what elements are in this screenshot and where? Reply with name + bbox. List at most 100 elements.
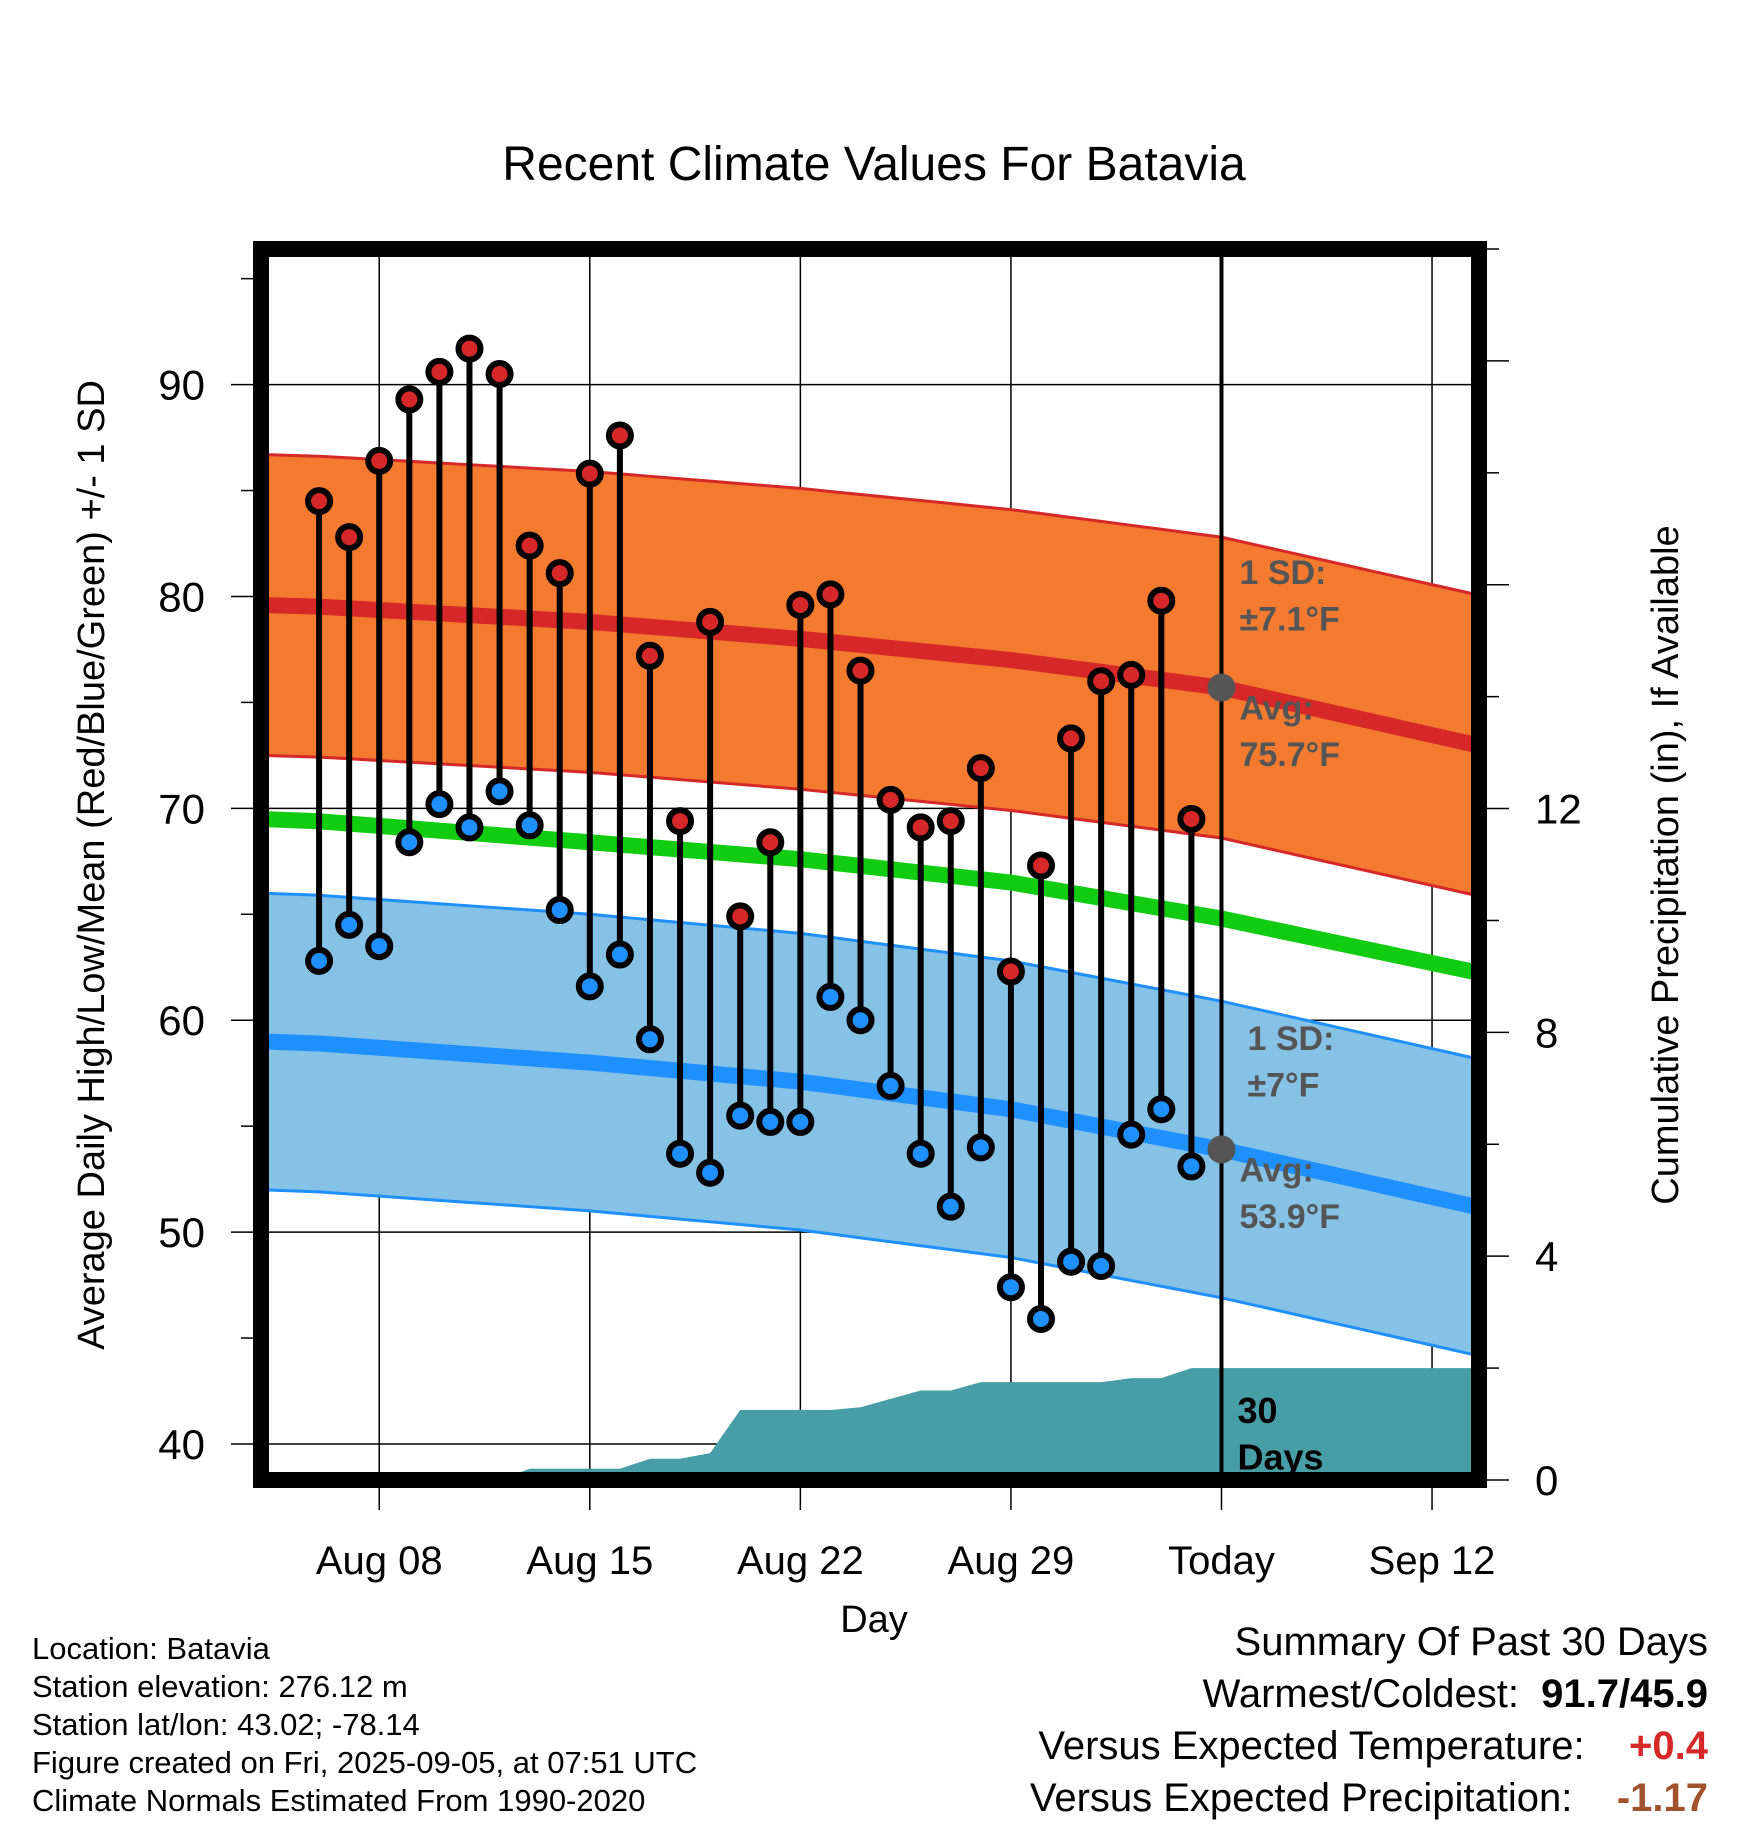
- daily-high-point: [575, 459, 604, 488]
- summary-precip-label: Versus Expected Precipitation:: [1029, 1776, 1573, 1820]
- daily-high-point: [756, 828, 785, 857]
- daily-high-point: [1057, 724, 1086, 753]
- daily-low-point: [936, 1192, 965, 1221]
- daily-low-point: [335, 910, 364, 939]
- precip-label-days: Days: [1237, 1436, 1323, 1477]
- summary-heading: Summary Of Past 30 Days: [1234, 1620, 1708, 1664]
- daily-low-point: [1087, 1252, 1116, 1281]
- low-sd-label: 1 SD:: [1247, 1020, 1334, 1058]
- precip-label-30: 30: [1237, 1390, 1277, 1431]
- x-tick-label: Sep 12: [1369, 1539, 1496, 1583]
- summary-temp-value: +0.4: [1629, 1724, 1708, 1768]
- low-sd-band-upper-edge: [261, 891, 1479, 1069]
- y-tick-label: 40: [158, 1421, 205, 1468]
- daily-high-point: [666, 807, 695, 836]
- y-right-tick-label: 8: [1535, 1009, 1558, 1056]
- x-tick-label: Aug 08: [316, 1539, 443, 1583]
- daily-low-point: [545, 896, 574, 925]
- daily-high-point: [1177, 804, 1206, 833]
- footer-elevation: Station elevation: 276.12 m: [32, 1669, 408, 1704]
- daily-high-point: [395, 385, 424, 414]
- daily-low-point: [1177, 1152, 1206, 1181]
- plot-clip-group: 1 SD: ±7.1°F Avg: 75.7°F 1 SD: ±7°F Avg: 53.9°F…: [261, 249, 1479, 1480]
- daily-low-point: [395, 828, 424, 857]
- x-tick-label: Aug 22: [737, 1539, 864, 1583]
- daily-low-point: [425, 790, 454, 819]
- summary-precip-value: -1.17: [1616, 1776, 1708, 1820]
- daily-high-point: [1147, 586, 1176, 615]
- daily-high-point: [485, 360, 514, 389]
- daily-low-point: [605, 940, 634, 969]
- plot-frame: [253, 241, 1487, 1488]
- summary-precip: Versus Expected Precipitation: -1.17: [1030, 1776, 1708, 1821]
- daily-low-point: [756, 1107, 785, 1136]
- daily-low-point: [966, 1133, 995, 1162]
- footer-created: Figure created on Fri, 2025-09-05, at 07…: [32, 1745, 698, 1780]
- high-sd-band-lower-edge: [261, 753, 1479, 906]
- daily-low-point: [876, 1071, 905, 1100]
- daily-low-point: [816, 982, 845, 1011]
- daily-high-point: [605, 421, 634, 450]
- daily-high-point: [876, 785, 905, 814]
- daily-low-point: [575, 972, 604, 1001]
- daily-high-point: [365, 446, 394, 475]
- low-avg-value: 53.9°F: [1239, 1198, 1340, 1236]
- low-sd-value: ±7°F: [1247, 1067, 1319, 1105]
- y-right-axis-label: Cumulative Precipitation (in), If Availa…: [1645, 525, 1687, 1204]
- daily-low-point: [1147, 1095, 1176, 1124]
- normal-mean-line: [261, 810, 1479, 983]
- x-axis-label: Day: [840, 1599, 908, 1641]
- daily-low-point: [696, 1158, 725, 1187]
- daily-low-point: [305, 946, 334, 975]
- x-tick-label: Aug 15: [526, 1539, 653, 1583]
- normal-low-line: [261, 1033, 1479, 1218]
- summary-temp: Versus Expected Temperature: +0.4: [1038, 1724, 1708, 1769]
- daily-high-point: [545, 559, 574, 588]
- daily-high-point: [335, 523, 364, 552]
- y-right-tick-label: 0: [1535, 1457, 1558, 1504]
- low-sd-band: [261, 893, 1479, 1366]
- precip-area: [261, 1368, 1479, 1480]
- normal-high-line: [261, 596, 1479, 756]
- axes: 40 50 60 70 80 90 0 4 8 12 Aug 08 Aug 15 Aug 22 Aug 2…: [158, 241, 1582, 1583]
- daily-low-point: [786, 1107, 815, 1136]
- daily-high-point: [906, 813, 935, 842]
- high-sd-label: 1 SD:: [1239, 554, 1326, 592]
- daily-high-point: [726, 902, 755, 931]
- x-tick-label: Aug 29: [948, 1539, 1075, 1583]
- daily-high-point: [305, 487, 334, 516]
- daily-low-point: [846, 1006, 875, 1035]
- daily-low-point: [485, 777, 514, 806]
- high-sd-band-upper-edge: [261, 453, 1479, 605]
- daily-low-point: [906, 1139, 935, 1168]
- daily-high-point: [996, 957, 1025, 986]
- daily-low-point: [515, 811, 544, 840]
- summary-temp-label: Versus Expected Temperature:: [1038, 1724, 1585, 1768]
- daily-low-point: [635, 1025, 664, 1054]
- chart-title: Recent Climate Values For Batavia: [502, 138, 1246, 191]
- low-avg-label: Avg:: [1239, 1151, 1313, 1189]
- daily-low-point: [996, 1273, 1025, 1302]
- daily-high-point: [1027, 851, 1055, 880]
- high-avg-label: Avg:: [1239, 689, 1313, 727]
- daily-low-point: [1027, 1304, 1055, 1333]
- daily-high-point: [696, 607, 725, 636]
- summary-warm-cold: Warmest/Coldest: 91.7/45.9: [1203, 1672, 1708, 1717]
- summary-warm-cold-value: 91.7/45.9: [1541, 1672, 1708, 1716]
- high-avg-value: 75.7°F: [1239, 736, 1340, 774]
- y-right-tick-label: 12: [1535, 786, 1582, 833]
- today-high-normal-marker: [1207, 673, 1236, 702]
- daily-high-point: [515, 531, 544, 560]
- daily-high-point: [846, 656, 875, 685]
- daily-high-point: [455, 334, 484, 363]
- daily-high-point: [1087, 667, 1116, 696]
- daily-low-point: [455, 813, 484, 842]
- summary-warm-cold-label: Warmest/Coldest:: [1202, 1672, 1519, 1716]
- y-tick-label: 60: [158, 997, 205, 1044]
- y-tick-label: 70: [158, 785, 205, 832]
- daily-high-point: [936, 807, 965, 836]
- daily-low-point: [726, 1101, 755, 1130]
- footer-location: Location: Batavia: [32, 1631, 270, 1666]
- daily-low-point: [365, 932, 394, 961]
